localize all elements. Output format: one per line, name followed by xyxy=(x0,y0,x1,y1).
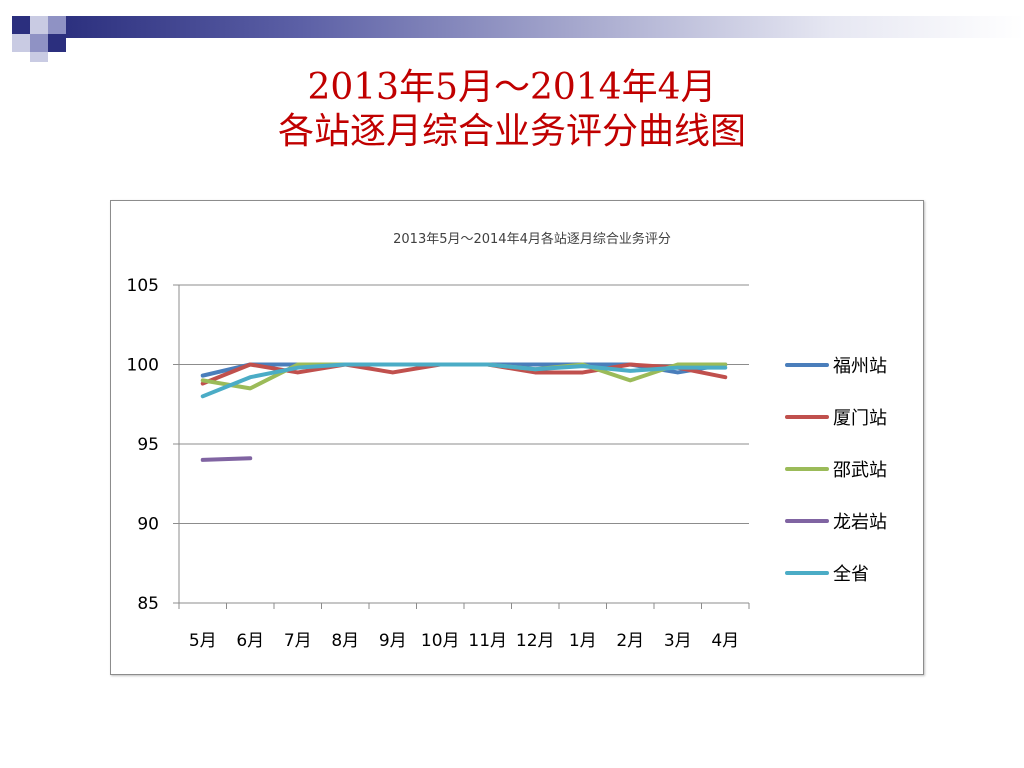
x-tick-label: 3月 xyxy=(664,631,692,651)
slide-title-line-1: 2013年5月～2014年4月 xyxy=(307,67,717,108)
y-tick-label: 105 xyxy=(127,276,159,296)
header-gradient-band xyxy=(60,16,1024,38)
y-tick-label: 100 xyxy=(127,356,159,376)
x-tick-label: 2月 xyxy=(616,631,644,651)
x-tick-label: 4月 xyxy=(711,631,739,651)
x-tick-label: 10月 xyxy=(421,631,460,651)
chart-axes: 85 90 95 100 105 5月 6月 7月 8月 9月 10月 11月 12月 1月 2月 3月 4月 xyxy=(127,276,750,651)
slide-title: 2013年5月～2014年4月 各站逐月综合业务评分曲线图 xyxy=(0,66,1024,154)
x-tick-label: 8月 xyxy=(331,631,359,651)
legend-label: 福州站 xyxy=(833,356,887,377)
header-square-pale xyxy=(30,52,48,62)
legend-label: 厦门站 xyxy=(833,408,887,429)
chart-series xyxy=(200,362,728,462)
legend-label: 邵武站 xyxy=(833,460,887,481)
x-tick-label: 7月 xyxy=(284,631,312,651)
x-tick-label: 1月 xyxy=(569,631,597,651)
y-tick-label: 95 xyxy=(137,435,159,455)
header-square-dark xyxy=(12,16,30,34)
y-tick-label: 90 xyxy=(137,515,159,535)
chart-title: 2013年5月～2014年4月各站逐月综合业务评分 xyxy=(393,231,671,247)
slide-title-line-2: 各站逐月综合业务评分曲线图 xyxy=(277,111,746,152)
series-line xyxy=(200,362,728,399)
x-tick-label: 9月 xyxy=(379,631,407,651)
x-tick-label: 11月 xyxy=(468,631,507,651)
x-tick-label: 12月 xyxy=(516,631,555,651)
header-square-dark-2 xyxy=(48,34,66,52)
header-square-light xyxy=(30,16,48,34)
x-tick-label: 5月 xyxy=(189,631,217,651)
chart-frame: 2013年5月～2014年4月各站逐月综合业务评分 85 90 95 100 105 5月… xyxy=(110,200,924,675)
line-chart: 2013年5月～2014年4月各站逐月综合业务评分 85 90 95 100 105 5月… xyxy=(127,231,887,651)
legend-label: 龙岩站 xyxy=(833,512,887,533)
y-tick-label: 85 xyxy=(137,594,159,614)
legend-label: 全省 xyxy=(833,564,869,585)
chart-gridlines xyxy=(179,284,749,524)
header-square-light-2 xyxy=(12,34,30,52)
header-square-mid xyxy=(48,16,66,34)
header-square-mid-2 xyxy=(30,34,48,52)
x-tick-label: 6月 xyxy=(236,631,264,651)
series-line xyxy=(200,456,253,462)
